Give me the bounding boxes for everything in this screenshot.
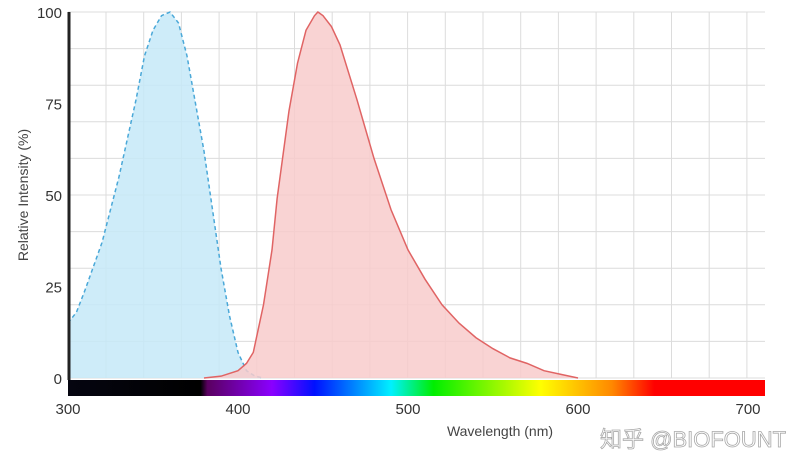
x-tick-label: 700 bbox=[735, 401, 760, 418]
y-tick-label: 0 bbox=[54, 371, 62, 388]
spectrum-color-bar bbox=[68, 380, 765, 396]
series-0-area bbox=[68, 12, 264, 378]
y-tick-label: 100 bbox=[37, 5, 62, 22]
y-axis-label: Relative Intensity (%) bbox=[15, 129, 31, 261]
tick-labels: 300 400 500 600 700 0 25 50 75 100 bbox=[37, 5, 761, 418]
x-axis-label: Wavelength (nm) bbox=[447, 423, 553, 439]
watermark: 知乎 @BIOFOUNT bbox=[600, 427, 786, 452]
series-1-line bbox=[203, 11, 579, 379]
x-tick-label: 400 bbox=[225, 401, 250, 418]
series-areas bbox=[67, 11, 579, 379]
y-tick-label: 75 bbox=[45, 97, 62, 114]
series-0-line bbox=[67, 11, 264, 379]
x-tick-label: 600 bbox=[565, 401, 590, 418]
series-1-area bbox=[204, 12, 578, 378]
y-tick-label: 25 bbox=[45, 280, 62, 297]
x-tick-label: 300 bbox=[55, 401, 80, 418]
x-tick-label: 500 bbox=[395, 401, 420, 418]
y-tick-label: 50 bbox=[45, 188, 62, 205]
